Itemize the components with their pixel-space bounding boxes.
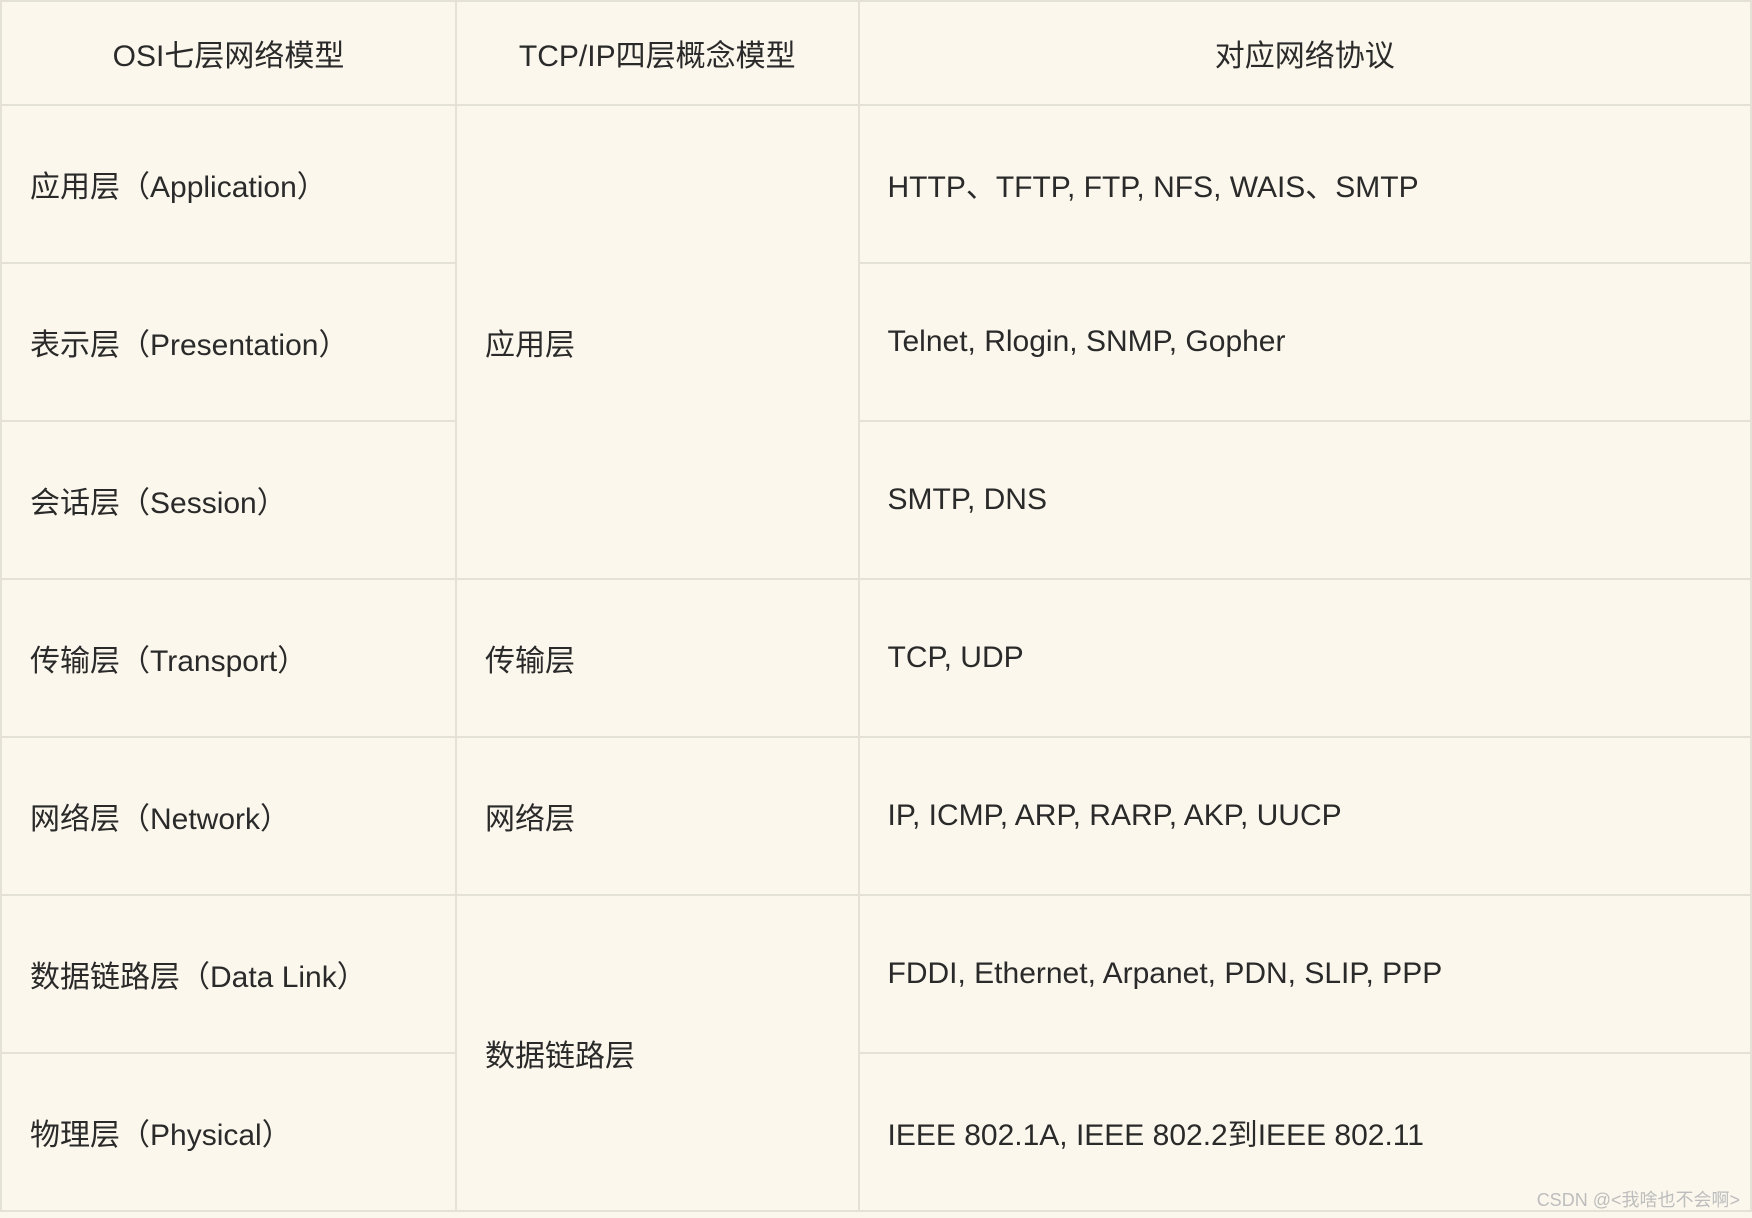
cell-osi: 数据链路层（Data Link） [1, 895, 456, 1053]
table-row: 会话层（Session） SMTP, DNS [1, 421, 1751, 579]
cell-osi: 网络层（Network） [1, 737, 456, 895]
table-row: 传输层（Transport） 传输层 TCP, UDP [1, 579, 1751, 737]
cell-protocol: Telnet, Rlogin, SNMP, Gopher [859, 263, 1752, 421]
cell-protocol: TCP, UDP [859, 579, 1752, 737]
cell-osi: 会话层（Session） [1, 421, 456, 579]
table-row: 表示层（Presentation） Telnet, Rlogin, SNMP, … [1, 263, 1751, 421]
cell-protocol: HTTP、TFTP, FTP, NFS, WAIS、SMTP [859, 105, 1752, 263]
cell-tcpip: 传输层 [456, 579, 859, 737]
cell-osi: 应用层（Application） [1, 105, 456, 263]
table-header-row: OSI七层网络模型 TCP/IP四层概念模型 对应网络协议 [1, 1, 1751, 105]
cell-osi: 传输层（Transport） [1, 579, 456, 737]
table-row: 应用层（Application） 应用层 HTTP、TFTP, FTP, NFS… [1, 105, 1751, 263]
table-row: 网络层（Network） 网络层 IP, ICMP, ARP, RARP, AK… [1, 737, 1751, 895]
osi-tcpip-table: OSI七层网络模型 TCP/IP四层概念模型 对应网络协议 应用层（Applic… [0, 0, 1752, 1212]
header-protocol: 对应网络协议 [859, 1, 1752, 105]
cell-tcpip: 网络层 [456, 737, 859, 895]
cell-osi: 表示层（Presentation） [1, 263, 456, 421]
table-row: 数据链路层（Data Link） 数据链路层 FDDI, Ethernet, A… [1, 895, 1751, 1053]
cell-osi: 物理层（Physical） [1, 1053, 456, 1211]
cell-tcpip: 数据链路层 [456, 895, 859, 1211]
header-osi: OSI七层网络模型 [1, 1, 456, 105]
cell-protocol: SMTP, DNS [859, 421, 1752, 579]
cell-protocol: IP, ICMP, ARP, RARP, AKP, UUCP [859, 737, 1752, 895]
header-tcpip: TCP/IP四层概念模型 [456, 1, 859, 105]
table-row: 物理层（Physical） IEEE 802.1A, IEEE 802.2到IE… [1, 1053, 1751, 1211]
cell-tcpip: 应用层 [456, 105, 859, 579]
watermark-text: CSDN @<我啥也不会啊> [1537, 1186, 1740, 1212]
cell-protocol: FDDI, Ethernet, Arpanet, PDN, SLIP, PPP [859, 895, 1752, 1053]
